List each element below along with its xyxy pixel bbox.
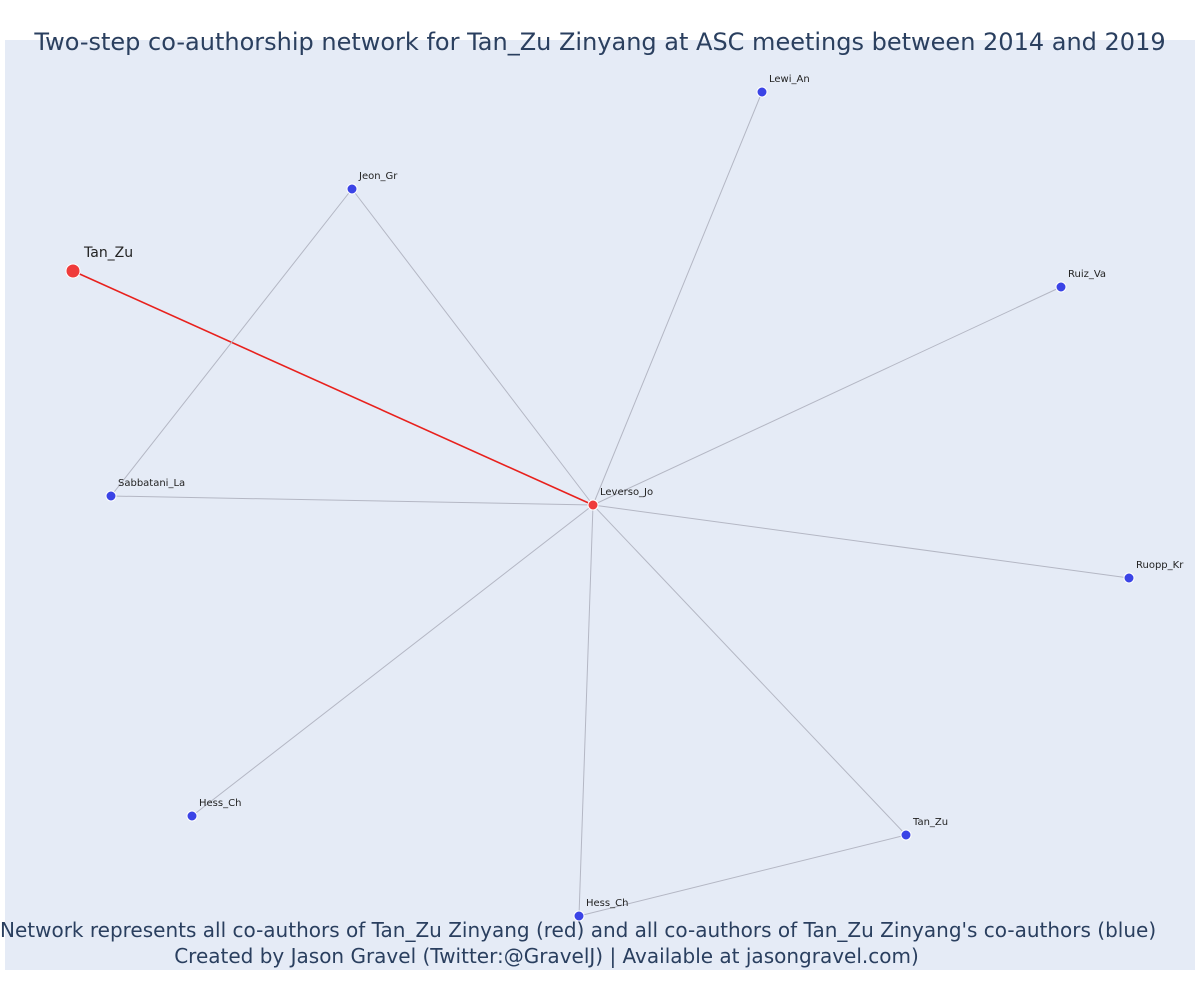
node-hess-ch-left[interactable] xyxy=(186,810,198,822)
node-sabbatani-la[interactable] xyxy=(105,490,117,502)
network-edge xyxy=(578,504,594,917)
chart-title: Two-step co-authorship network for Tan_Z… xyxy=(34,28,1166,56)
node-tan-zu-focal[interactable] xyxy=(65,263,81,279)
node-leverso-jo[interactable] xyxy=(587,499,599,511)
network-edge xyxy=(351,188,594,506)
node-label: Hess_Ch xyxy=(586,898,628,909)
network-edge xyxy=(592,286,1062,506)
node-label: Hess_Ch xyxy=(199,798,241,809)
nodes-layer xyxy=(65,86,1135,922)
plot-area xyxy=(5,40,1195,970)
network-edge xyxy=(110,495,594,506)
network-edge xyxy=(191,504,594,817)
footer-caption: Network represents all co-authors of Tan… xyxy=(0,918,1157,942)
labels-layer: Tan_Zu Leverso_Jo Lewi_An Jeon_Gr Ruiz_Va Sab… xyxy=(83,74,1184,909)
node-ruopp-kr[interactable] xyxy=(1123,572,1135,584)
network-edge xyxy=(110,188,353,497)
network-edge xyxy=(592,504,1130,579)
node-label: Ruopp_Kr xyxy=(1136,560,1184,571)
node-label: Lewi_An xyxy=(769,74,810,85)
node-label: Jeon_Gr xyxy=(358,171,398,182)
node-label: Tan_Zu xyxy=(912,817,948,828)
node-lewi-an[interactable] xyxy=(756,86,768,98)
node-ruiz-va[interactable] xyxy=(1055,281,1067,293)
node-hess-ch-bottom[interactable] xyxy=(573,910,585,922)
node-label: Ruiz_Va xyxy=(1068,269,1106,280)
node-label: Leverso_Jo xyxy=(600,487,653,498)
node-tan-zu-right[interactable] xyxy=(900,829,912,841)
network-edge xyxy=(592,504,907,836)
node-jeon-gr[interactable] xyxy=(346,183,358,195)
network-edge xyxy=(592,91,763,506)
network-edge xyxy=(578,834,907,917)
focal-edge xyxy=(72,270,594,506)
edges-layer xyxy=(72,91,1130,917)
node-label: Sabbatani_La xyxy=(118,478,185,489)
footer-credit: Created by Jason Gravel (Twitter:@Gravel… xyxy=(174,944,919,968)
node-label: Tan_Zu xyxy=(83,245,133,261)
